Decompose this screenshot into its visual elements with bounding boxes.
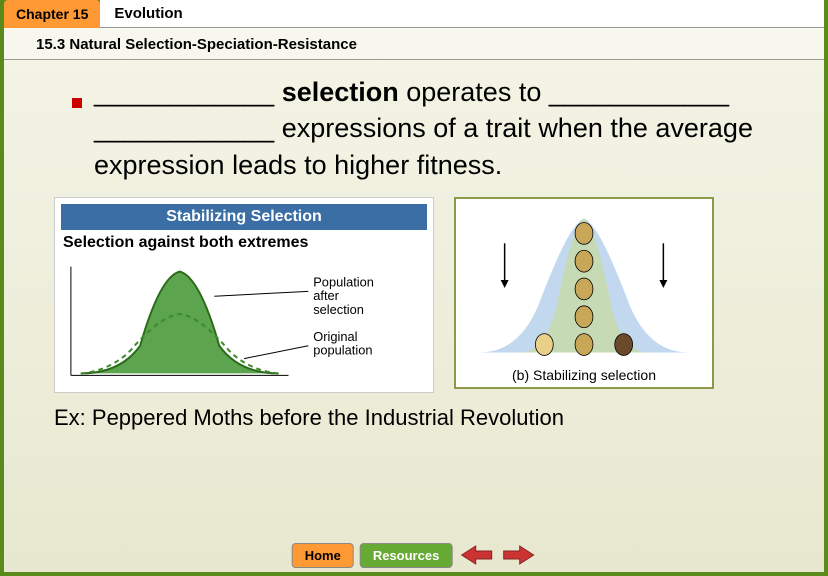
content-area: ____________ selection operates to _____…	[4, 60, 824, 441]
fig-left-title: Stabilizing Selection	[61, 204, 427, 230]
figure-stabilizing-chart: Stabilizing Selection Selection against …	[54, 197, 434, 393]
top-bar: Chapter 15 Evolution	[4, 0, 824, 28]
figure-beetles: (b) Stabilizing selection	[454, 197, 714, 389]
figure-row: Stabilizing Selection Selection against …	[54, 197, 794, 393]
arrow-left-icon	[459, 544, 493, 566]
label-pop-after: Population	[313, 275, 374, 290]
bold-selection: selection	[274, 77, 399, 107]
slide-frame: Chapter 15 Evolution 15.3 Natural Select…	[0, 0, 828, 576]
prev-arrow-button[interactable]	[458, 542, 494, 568]
resources-button[interactable]: Resources	[360, 543, 452, 568]
next-arrow-button[interactable]	[500, 542, 536, 568]
svg-text:selection: selection	[313, 302, 364, 317]
example-text: Ex: Peppered Moths before the Industrial…	[54, 405, 794, 431]
bottom-nav: Home Resources	[292, 542, 537, 568]
blank-1: ____________	[94, 77, 274, 107]
fig-left-subtitle: Selection against both extremes	[61, 230, 427, 256]
beetle-area	[460, 203, 708, 363]
section-title: 15.3 Natural Selection-Speciation-Resist…	[4, 28, 824, 60]
chart-area: Population after selection Original popu…	[61, 256, 427, 386]
svg-text:after: after	[313, 289, 339, 304]
main-text: ____________ selection operates to _____…	[94, 74, 794, 183]
home-button[interactable]: Home	[292, 543, 354, 568]
arrow-right-icon	[501, 544, 535, 566]
label-original: Original	[313, 329, 357, 344]
chapter-tab: Chapter 15	[4, 0, 100, 28]
fig-right-caption: (b) Stabilizing selection	[460, 363, 708, 383]
bell-curve-svg: Population after selection Original popu…	[61, 256, 427, 386]
chapter-title: Evolution	[100, 0, 824, 28]
svg-text:population: population	[313, 343, 372, 358]
beetle-svg	[460, 203, 708, 363]
